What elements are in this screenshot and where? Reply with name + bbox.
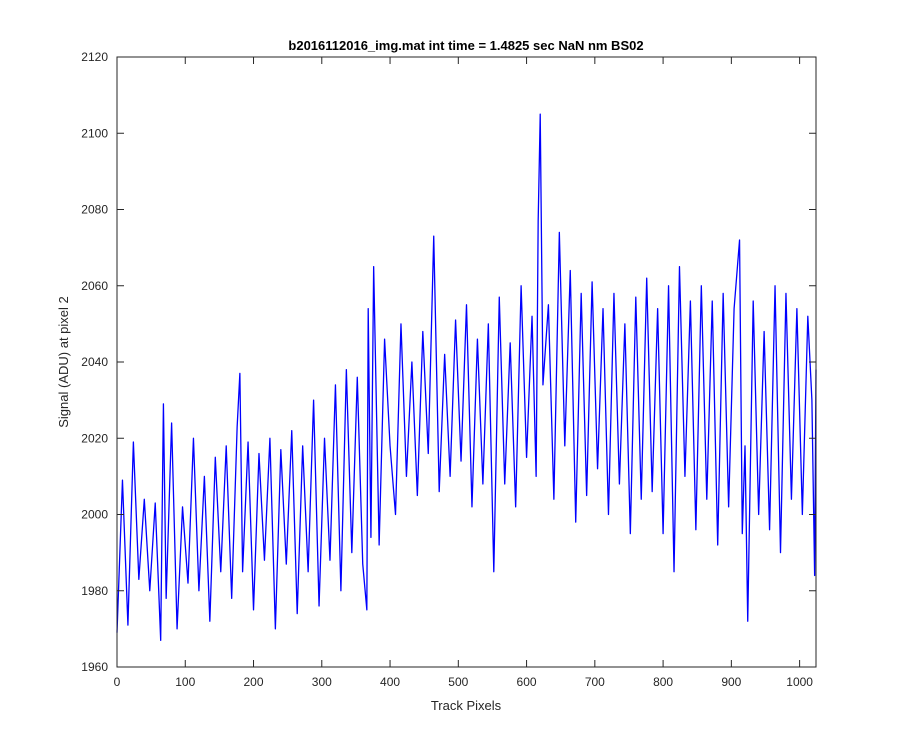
x-axis-label: Track Pixels	[431, 698, 502, 713]
x-tick-label: 1000	[786, 675, 813, 689]
y-tick-label: 2080	[81, 203, 108, 217]
y-tick-label: 2060	[81, 279, 108, 293]
x-tick-label: 300	[312, 675, 332, 689]
y-tick-label: 1980	[81, 584, 108, 598]
y-axis-label: Signal (ADU) at pixel 2	[56, 296, 71, 428]
chart-title: b2016112016_img.mat int time = 1.4825 se…	[288, 38, 643, 53]
y-tick-label: 2000	[81, 508, 108, 522]
x-tick-label: 600	[517, 675, 537, 689]
y-tick-label: 2100	[81, 126, 108, 140]
y-tick-label: 2120	[81, 50, 108, 64]
plot-area	[116, 56, 817, 668]
x-tick-label: 900	[721, 675, 741, 689]
y-tick-label: 2040	[81, 355, 108, 369]
y-axis-ticks: 1960 1980 2000 2020 2040 2060 2080 2100 2120	[81, 50, 816, 674]
x-tick-label: 400	[380, 675, 400, 689]
x-tick-label: 800	[653, 675, 673, 689]
x-tick-label: 200	[244, 675, 264, 689]
y-tick-label: 1960	[81, 660, 108, 674]
x-tick-label: 100	[175, 675, 195, 689]
x-tick-label: 500	[448, 675, 468, 689]
x-axis-ticks: 0 100 200 300 400 500 600 700 800 900 1000	[114, 57, 813, 689]
y-tick-label: 2020	[81, 431, 108, 445]
x-tick-label: 0	[114, 675, 121, 689]
series-line-1	[116, 113, 817, 641]
x-tick-label: 700	[585, 675, 605, 689]
